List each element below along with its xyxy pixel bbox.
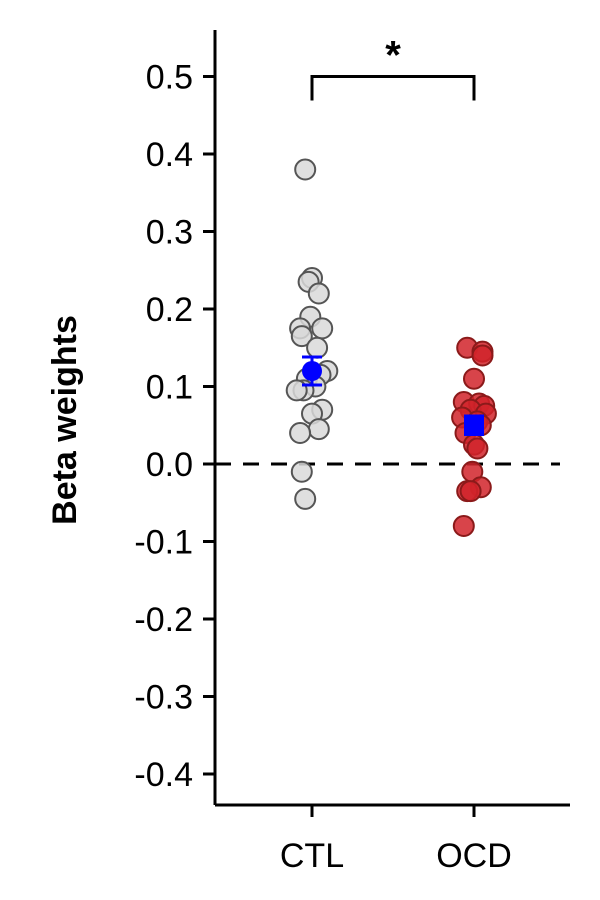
y-tick-label: 0.0 (146, 446, 193, 484)
ctl-data-point (294, 487, 317, 510)
x-category-label: CTL (280, 837, 344, 875)
ctl-data-point (311, 317, 334, 340)
y-axis-title: Beta weights (46, 315, 84, 525)
y-tick-label: -0.3 (134, 679, 193, 717)
mean-markers (302, 355, 484, 437)
ocd-data-point (452, 515, 475, 537)
ocd-data-point (471, 344, 494, 367)
ctl-data-point (294, 158, 317, 181)
ocd-data-point (463, 367, 485, 390)
ctl-data-point (290, 460, 313, 483)
y-tick-label: 0.5 (146, 59, 193, 97)
y-tick-label: -0.2 (134, 601, 193, 639)
y-tick-label: 0.3 (146, 214, 193, 252)
data-points (285, 158, 497, 537)
ocd-mean-marker (464, 415, 484, 436)
y-tick-label: -0.4 (134, 756, 193, 794)
axes: -0.4 -0.3 -0.2 -0.1 0.0 0.1 0.2 0.3 0.4 0.5 CTL OCD (134, 30, 570, 875)
ctl-data-point (307, 282, 330, 305)
ctl-mean-marker (302, 361, 322, 381)
ctl-data-point (306, 336, 329, 359)
x-category-label: OCD (436, 837, 512, 875)
y-tick-label: -0.1 (134, 524, 193, 562)
y-tick-label: 0.1 (146, 369, 193, 407)
ctl-data-point (289, 422, 312, 444)
y-tick-label: 0.2 (146, 291, 193, 329)
ocd-data-point (459, 480, 482, 503)
y-tick-label: 0.4 (146, 136, 193, 174)
significance-bracket: * (310, 34, 476, 101)
ctl-data-point (285, 379, 308, 402)
ctl-data-point (307, 418, 330, 441)
significance-bracket-line (310, 75, 476, 101)
ctl-data-point (290, 325, 313, 348)
ocd-data-point (466, 437, 489, 460)
significance-star: * (385, 34, 401, 78)
